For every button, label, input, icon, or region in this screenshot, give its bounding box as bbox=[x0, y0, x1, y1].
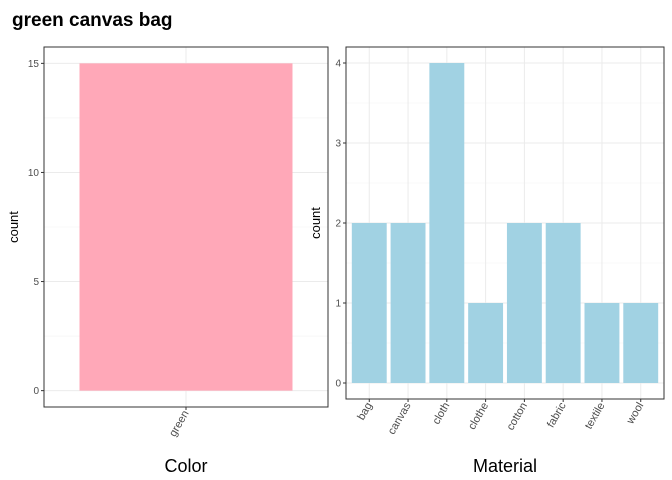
material-y-tick-label: 1 bbox=[335, 299, 341, 310]
material-x-tick-label: clothe bbox=[466, 401, 491, 432]
material-x-tick-label: canvas bbox=[386, 400, 414, 437]
color-bar-green bbox=[79, 63, 293, 391]
material-y-tick-label: 3 bbox=[335, 139, 341, 150]
material-y-tick-label: 2 bbox=[335, 219, 341, 230]
material-x-tick-label: textile bbox=[583, 401, 608, 432]
material-x-tick-label: wool bbox=[624, 401, 646, 427]
material-x-axis-title: Material bbox=[473, 456, 537, 476]
page-title: green canvas bag bbox=[12, 10, 173, 31]
material-y-tick-label: 0 bbox=[335, 379, 341, 390]
material-bar-clothe bbox=[468, 303, 504, 383]
material-bar-cloth bbox=[429, 63, 465, 383]
material-chart: 0 1 2 3 4 bag canvas cloth clothe cotton fabric tex… bbox=[308, 46, 665, 476]
material-y-axis-title: count bbox=[308, 207, 323, 239]
color-chart: 0 5 10 15 green count Color bbox=[6, 46, 329, 476]
material-y-tick-label: 4 bbox=[335, 59, 341, 70]
material-x-tick-label: fabric bbox=[545, 400, 569, 430]
color-y-tick-label: 0 bbox=[33, 386, 39, 397]
color-y-axis-title: count bbox=[6, 211, 21, 243]
color-y-tick-label: 10 bbox=[28, 168, 40, 179]
material-bar-fabric bbox=[545, 223, 581, 383]
material-bar-canvas bbox=[390, 223, 426, 383]
color-y-tick-label: 5 bbox=[33, 277, 39, 288]
color-x-tick-label: green bbox=[167, 409, 191, 439]
material-bar-wool bbox=[623, 303, 659, 383]
material-bar-textile bbox=[584, 303, 620, 383]
color-x-axis-title: Color bbox=[164, 456, 207, 476]
material-x-tick-label: bag bbox=[355, 401, 375, 423]
color-y-tick-label: 15 bbox=[28, 59, 40, 70]
material-x-tick-label: cloth bbox=[430, 401, 452, 427]
material-bar-bag bbox=[351, 223, 387, 383]
material-bar-cotton bbox=[506, 223, 542, 383]
material-x-tick-label: cotton bbox=[505, 401, 530, 433]
